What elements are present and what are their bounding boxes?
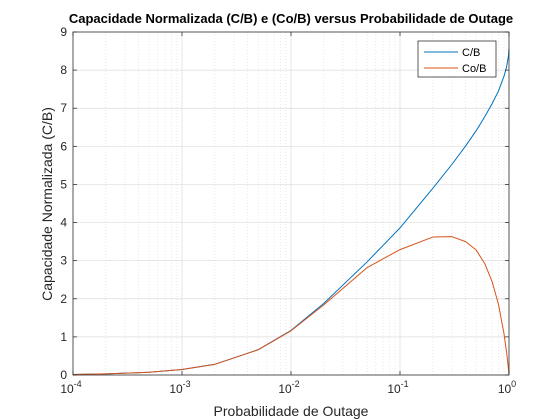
chart-title: Capacidade Normalizada (C/B) e (Co/B) ve…	[69, 11, 513, 26]
y-tick-label: 9	[60, 25, 67, 39]
x-tick-label: 10-4	[60, 379, 81, 396]
minor-grid	[105, 32, 505, 375]
legend-label-cb: C/B	[462, 47, 480, 59]
y-tick-label: 6	[60, 139, 67, 153]
y-tick-label: 8	[60, 63, 67, 77]
x-tick-label: 10-2	[278, 379, 299, 396]
y-tick-label: 2	[60, 292, 67, 306]
y-tick-label: 0	[60, 368, 67, 382]
legend-box	[417, 40, 497, 78]
series-line-cob	[72, 236, 510, 375]
y-axis-label: Capacidade Normalizada (C/B)	[39, 107, 55, 301]
x-tick-label: 10-1	[387, 379, 408, 396]
series-layer	[72, 49, 510, 375]
x-axis-ticks: 10-4 10-3 10-2 10-1 100	[60, 32, 516, 396]
y-tick-label: 7	[60, 101, 67, 115]
legend-label-cob: Co/B	[462, 63, 486, 75]
y-tick-label: 4	[60, 216, 67, 230]
y-tick-label: 5	[60, 177, 67, 191]
y-tick-label: 3	[60, 254, 67, 268]
y-tick-label: 1	[60, 330, 67, 344]
legend: C/B Co/B	[417, 40, 497, 78]
x-axis-label: Probabilidade de Outage	[214, 403, 369, 419]
y-axis-ticks: 0 1 2 3 4 5 6 7 8 9	[60, 25, 509, 382]
x-tick-label: 100	[498, 379, 516, 396]
x-tick-label: 10-3	[169, 379, 190, 396]
